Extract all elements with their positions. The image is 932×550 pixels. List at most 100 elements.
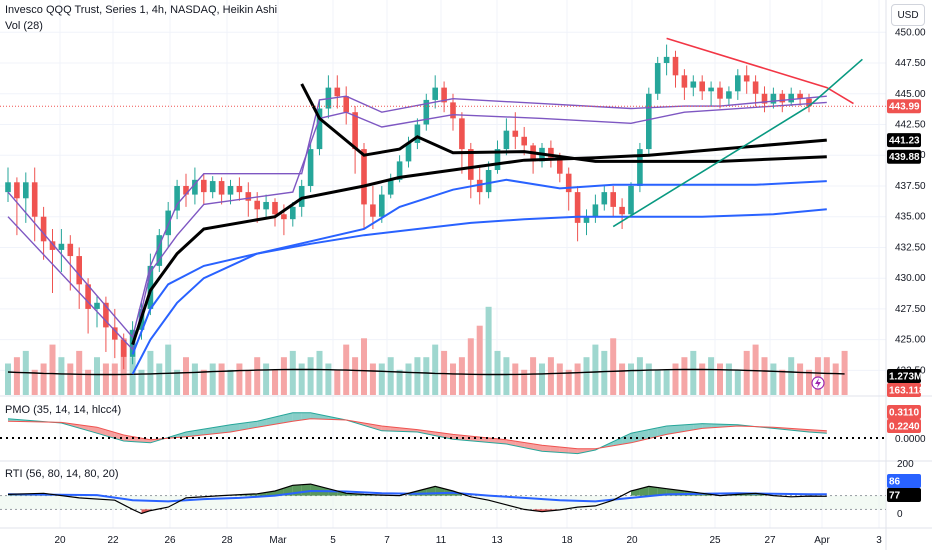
candle-body — [468, 149, 474, 180]
currency-button[interactable]: USD — [891, 4, 925, 26]
candle-body — [717, 87, 723, 99]
time-tick: 11 — [436, 535, 447, 546]
volume-bar — [628, 363, 634, 395]
volume-bar — [147, 350, 154, 395]
rti-value-tag-bg — [887, 488, 921, 502]
symbol-title[interactable]: Invesco QQQ Trust, Series 1, 4h, NASDAQ,… — [5, 4, 278, 16]
candle-body — [646, 93, 652, 150]
volume-bar — [183, 357, 189, 395]
pmo-fill-segment — [542, 445, 551, 452]
volume-bar — [316, 350, 323, 395]
volume-bar — [779, 369, 786, 395]
candle-body — [94, 302, 100, 309]
candle-body — [414, 124, 421, 143]
volume-bar — [681, 357, 688, 395]
volume-bar — [378, 363, 385, 395]
volume-bar — [352, 357, 359, 395]
candle-body — [690, 81, 697, 88]
indicator-lines — [0, 37, 886, 375]
volume-bar — [76, 350, 83, 395]
pmo-value-tag-bg — [887, 405, 921, 419]
candle-body — [699, 81, 705, 92]
pmo-fill-segment — [292, 412, 302, 422]
volume-bar — [636, 357, 643, 395]
pmo-fill-segment — [301, 412, 311, 420]
volume-bar — [218, 363, 225, 395]
candle-body — [521, 136, 527, 146]
pmo-label[interactable]: PMO (35, 14, 14, hlcc4) — [5, 404, 122, 416]
candle-body — [459, 118, 465, 150]
time-tick: Apr — [814, 535, 830, 546]
candle-body — [548, 147, 554, 158]
volume-label[interactable]: Vol (28) — [5, 20, 43, 32]
candle-body — [254, 200, 260, 210]
candle-body — [209, 181, 216, 193]
candle-body — [23, 182, 29, 199]
time-tick: 20 — [626, 535, 638, 546]
volume-bar — [165, 344, 172, 395]
candle-body — [183, 185, 189, 195]
volume-bar — [432, 344, 439, 395]
candle-body — [281, 214, 287, 220]
volume-bar — [414, 357, 421, 395]
ma1-price-tag: 441.23 — [889, 136, 920, 147]
volume-bar — [58, 357, 65, 395]
volume-bar — [85, 369, 92, 395]
price-tick: 425.00 — [895, 335, 926, 346]
time-tick: Mar — [269, 535, 287, 546]
candle-body — [628, 185, 634, 215]
candle-body — [485, 170, 492, 193]
time-axis[interactable]: 20 22 26 28 Mar 5 7 11 13 18 20 25 27 Apr 3 — [54, 535, 882, 546]
price-tick: 447.50 — [895, 58, 926, 69]
price-tick: 435.00 — [895, 212, 926, 223]
candle-body — [370, 204, 376, 217]
price-tick: 432.50 — [895, 242, 926, 253]
volume-bar — [832, 363, 839, 395]
candle-body — [14, 182, 20, 199]
rti-label[interactable]: RTI (56, 80, 14, 80, 20) — [5, 468, 119, 480]
time-tick: 5 — [330, 535, 336, 546]
pmo-signal-line — [7, 418, 827, 450]
candle-body — [681, 75, 688, 88]
volume-bar — [156, 363, 163, 395]
candle-body — [361, 149, 367, 205]
candle-body — [218, 181, 225, 195]
candle-body — [263, 201, 269, 210]
volume-bar — [752, 344, 759, 395]
volume-bar — [369, 363, 376, 395]
time-tick: 22 — [107, 535, 119, 546]
volume-bar — [512, 363, 519, 395]
price-tick: 442.50 — [895, 120, 926, 131]
rti-signal-tag: 86 — [889, 477, 901, 488]
candle-body — [272, 201, 278, 215]
pmo-fill-segment — [657, 426, 667, 437]
price-tick: 427.50 — [895, 304, 926, 315]
volume-bar — [494, 350, 501, 395]
volume-bar — [227, 369, 234, 395]
candle-body — [761, 93, 768, 104]
volume-bar — [556, 363, 563, 395]
volume-bar — [708, 357, 715, 395]
pmo-fill-segment — [221, 424, 231, 433]
pmo-fill-segment — [79, 424, 89, 431]
candle-body — [726, 91, 732, 99]
volume-bar — [601, 350, 608, 395]
candle-body — [5, 182, 11, 193]
volume-bar — [263, 363, 270, 395]
volume-bar — [725, 363, 732, 395]
candle-body — [307, 149, 314, 186]
pmo-fill-segment — [141, 438, 151, 443]
candle-body — [797, 93, 803, 99]
candle-body — [441, 87, 447, 103]
rti-value-tag: 77 — [889, 491, 901, 502]
pmo-fill-segment — [622, 433, 631, 445]
candle-body — [494, 149, 501, 170]
candle-body — [512, 130, 519, 137]
volume-bar — [272, 369, 278, 395]
volume-bar — [654, 369, 661, 395]
volume-bar — [209, 363, 216, 395]
rti-overbought-fill — [657, 487, 667, 496]
price-axis[interactable]: 450.00447.50445.00442.50440.00437.50435.… — [811, 27, 932, 520]
